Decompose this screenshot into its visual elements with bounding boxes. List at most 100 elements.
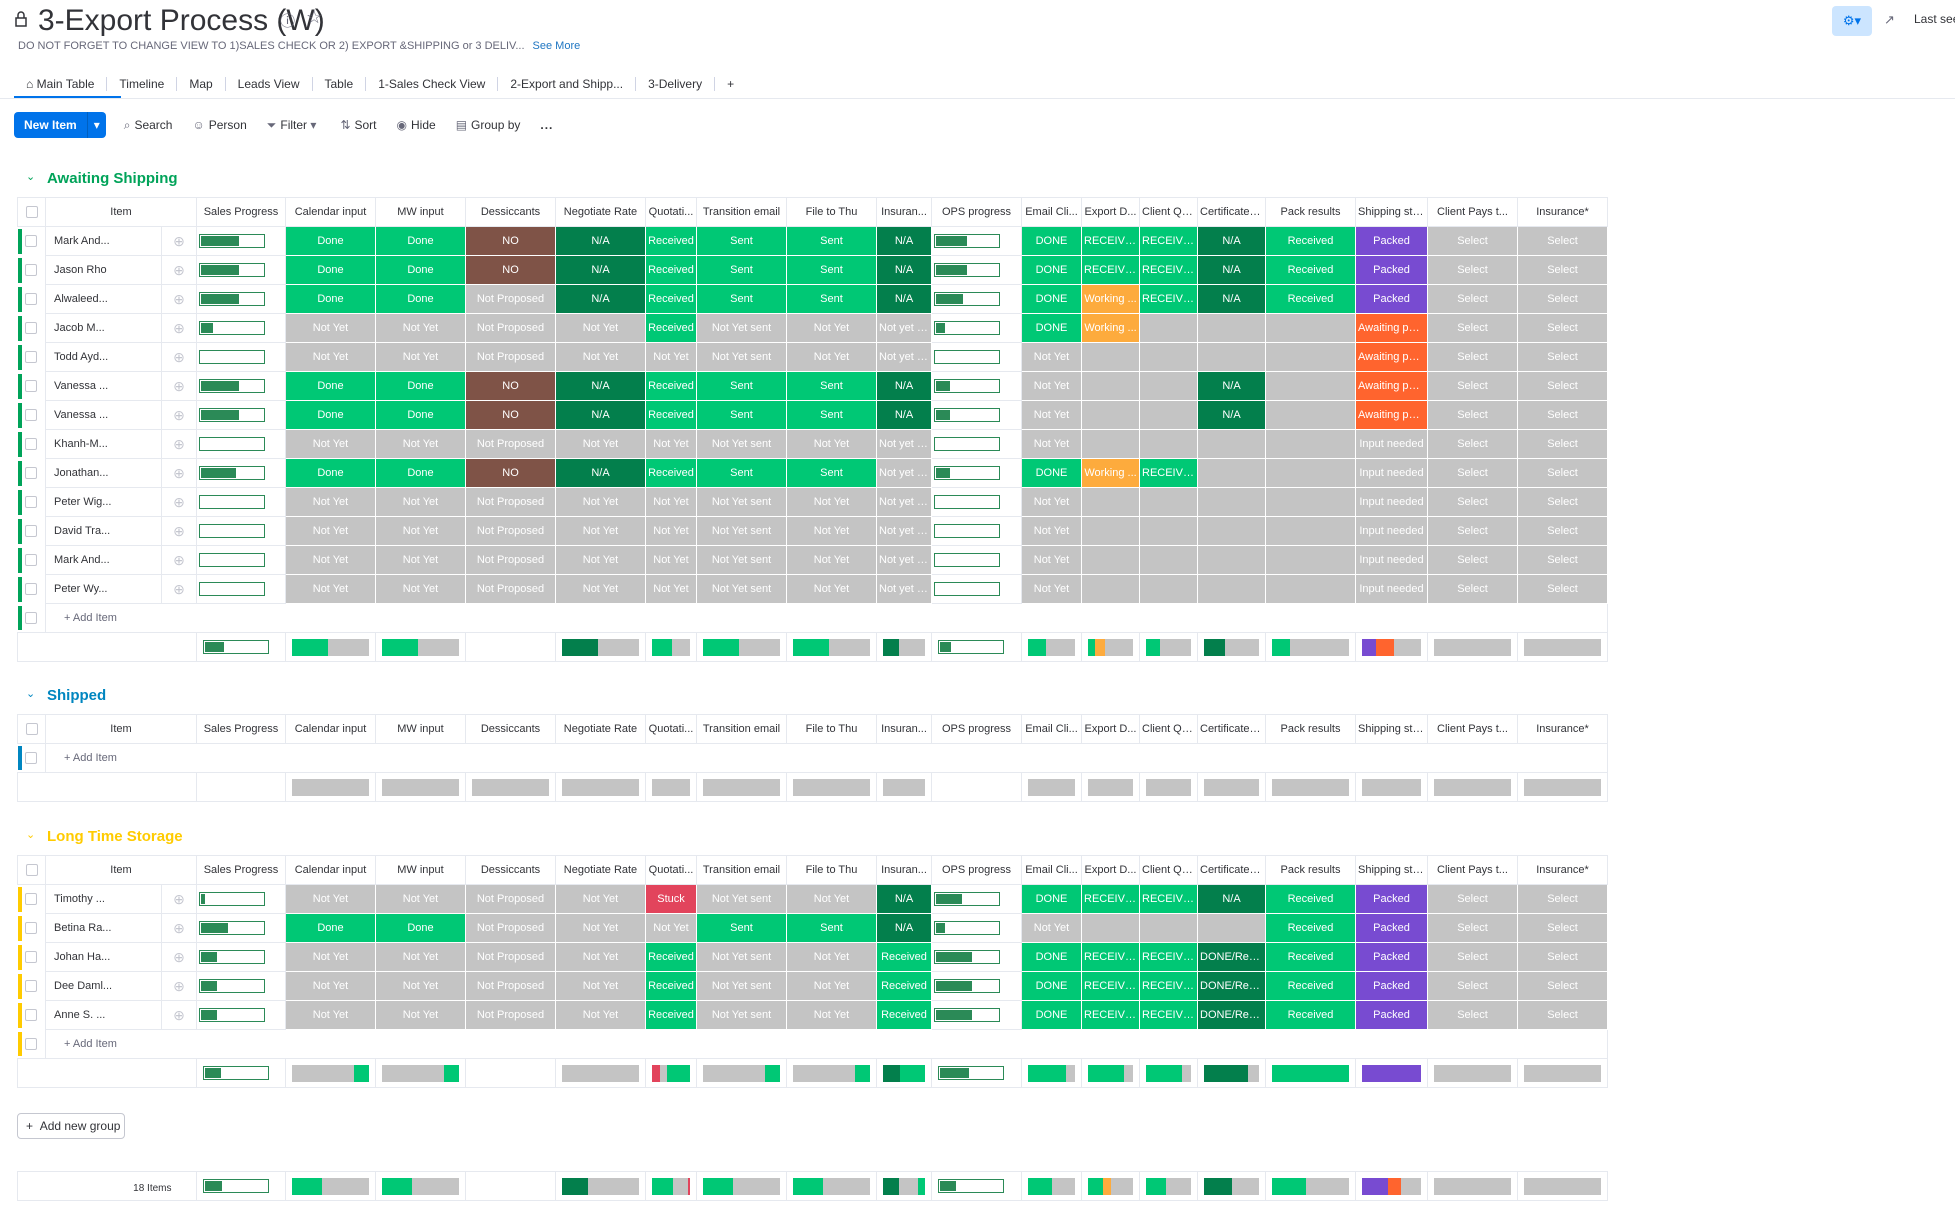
status-cell[interactable]: Sent (696, 284, 787, 314)
column-header[interactable]: Transition email (696, 197, 787, 227)
status-cell[interactable]: NO (465, 458, 556, 488)
status-cell[interactable]: RECEIVED (1139, 226, 1198, 256)
status-cell[interactable]: N/A (1197, 371, 1266, 401)
status-cell[interactable]: Sent (786, 284, 877, 314)
status-cell[interactable]: Not Yet (375, 942, 466, 972)
column-header[interactable]: File to Thu (786, 714, 877, 744)
status-cell[interactable]: Not Yet sent (696, 971, 787, 1001)
status-cell[interactable] (1139, 913, 1198, 943)
status-cell[interactable]: Not Yet (1021, 429, 1082, 459)
status-cell[interactable]: Done (375, 226, 466, 256)
board-title[interactable]: 3-Export Process (W) (38, 4, 325, 37)
column-header[interactable]: Email Cli... (1021, 714, 1082, 744)
status-cell[interactable]: Not Yet (645, 545, 697, 575)
row-checkbox-cell[interactable] (17, 285, 46, 314)
status-cell[interactable]: Received (1265, 284, 1356, 314)
status-cell[interactable]: Not Yet (645, 574, 697, 604)
status-cell[interactable]: Received (645, 971, 697, 1001)
status-cell[interactable]: Received (1265, 1000, 1356, 1030)
status-cell[interactable] (1139, 313, 1198, 343)
status-cell[interactable]: Not yet r... (876, 313, 932, 343)
column-header[interactable]: OPS progress (931, 714, 1022, 744)
status-cell[interactable]: Done (285, 284, 376, 314)
add-update-icon[interactable]: ⊕ (161, 371, 197, 401)
status-cell[interactable]: RECEIVED (1139, 884, 1198, 914)
column-header[interactable]: Pack results (1265, 714, 1356, 744)
tab-main-table[interactable]: ⌂ Main Table (14, 77, 108, 91)
column-header[interactable]: Sales Progress (196, 855, 286, 885)
status-cell[interactable]: Select (1517, 458, 1608, 488)
last-seen[interactable]: Last see (1914, 12, 1955, 26)
column-header[interactable]: Insuran... (876, 855, 932, 885)
add-item-input[interactable]: + Add Item (45, 603, 1608, 633)
status-cell[interactable]: Done (375, 913, 466, 943)
summary-status-cell[interactable] (1427, 632, 1518, 662)
status-cell[interactable]: Select (1427, 487, 1518, 517)
summary-status-cell[interactable] (1517, 772, 1608, 802)
status-cell[interactable] (1081, 429, 1140, 459)
status-cell[interactable]: Packed (1355, 255, 1428, 285)
summary-status-cell[interactable] (1139, 772, 1198, 802)
status-cell[interactable]: Select (1427, 545, 1518, 575)
status-cell[interactable]: Not Yet (285, 942, 376, 972)
column-header-item[interactable]: Item (45, 197, 197, 227)
status-cell[interactable]: Sent (786, 226, 877, 256)
status-cell[interactable]: Received (645, 371, 697, 401)
summary-status-cell[interactable] (1081, 772, 1140, 802)
add-update-icon[interactable]: ⊕ (161, 913, 197, 943)
status-cell[interactable]: Input needed (1355, 429, 1428, 459)
column-header[interactable]: Negotiate Rate (555, 197, 646, 227)
status-cell[interactable]: Not Yet (645, 342, 697, 372)
status-cell[interactable]: Done (375, 400, 466, 430)
checkbox[interactable] (25, 980, 38, 993)
status-cell[interactable]: Working ... (1081, 313, 1140, 343)
summary-status-cell[interactable] (1265, 1058, 1356, 1088)
checkbox[interactable] (25, 525, 38, 538)
integrations-button[interactable]: ⚙▾ (1832, 6, 1872, 36)
summary-status-cell[interactable] (375, 1058, 466, 1088)
status-cell[interactable]: Select (1427, 342, 1518, 372)
summary-status-cell[interactable] (786, 632, 877, 662)
status-cell[interactable]: Not Yet (786, 487, 877, 517)
status-cell[interactable]: Input needed (1355, 574, 1428, 604)
add-update-icon[interactable]: ⊕ (161, 429, 197, 459)
hide-button[interactable]: ◉ Hide (397, 118, 436, 132)
status-cell[interactable] (1139, 574, 1198, 604)
status-cell[interactable]: Not Yet (285, 1000, 376, 1030)
item-name[interactable]: Jonathan... (45, 458, 162, 488)
checkbox[interactable] (25, 496, 38, 509)
status-cell[interactable] (1197, 429, 1266, 459)
status-cell[interactable]: Not Yet (645, 429, 697, 459)
status-cell[interactable]: Not Yet (285, 342, 376, 372)
column-header[interactable]: Transition email (696, 714, 787, 744)
status-cell[interactable]: Not Yet (555, 1000, 646, 1030)
status-cell[interactable]: Not Yet (285, 545, 376, 575)
column-header[interactable]: File to Thu (786, 197, 877, 227)
status-cell[interactable]: Not Yet (555, 942, 646, 972)
status-cell[interactable] (1197, 913, 1266, 943)
summary-status-cell[interactable] (876, 1058, 932, 1088)
status-cell[interactable]: Not Yet (555, 884, 646, 914)
add-update-icon[interactable]: ⊕ (161, 545, 197, 575)
checkbox[interactable] (25, 409, 38, 422)
status-cell[interactable]: Packed (1355, 1000, 1428, 1030)
summary-status-cell[interactable] (786, 1058, 877, 1088)
status-cell[interactable]: Not Yet sent (696, 342, 787, 372)
status-cell[interactable]: RECEIVED (1139, 1000, 1198, 1030)
status-cell[interactable]: Not Yet (285, 516, 376, 546)
status-cell[interactable]: N/A (555, 226, 646, 256)
status-cell[interactable]: Sent (786, 400, 877, 430)
add-update-icon[interactable]: ⊕ (161, 487, 197, 517)
status-cell[interactable]: Not Yet (555, 913, 646, 943)
column-header[interactable]: Certificate I... (1197, 197, 1266, 227)
status-cell[interactable]: N/A (1197, 226, 1266, 256)
checkbox[interactable] (25, 293, 38, 306)
summary-status-cell[interactable] (645, 1058, 697, 1088)
summary-status-cell[interactable] (555, 632, 646, 662)
status-cell[interactable]: Received (645, 400, 697, 430)
summary-status-cell[interactable] (285, 1058, 376, 1088)
status-cell[interactable] (1081, 400, 1140, 430)
status-cell[interactable]: Not Yet (786, 545, 877, 575)
activity-icon[interactable]: ↗ (1884, 12, 1895, 27)
